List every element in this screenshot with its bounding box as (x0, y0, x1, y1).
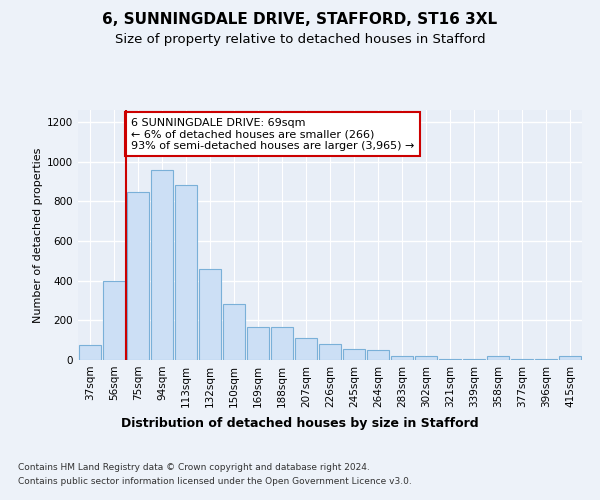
Bar (535, 359, 557, 360)
Bar (487, 356, 509, 360)
Bar (391, 356, 413, 360)
Bar (103, 280, 125, 360)
Bar (271, 328, 293, 360)
Bar (79, 345, 101, 360)
Text: Contains HM Land Registry data © Crown copyright and database right 2024.: Contains HM Land Registry data © Crown c… (18, 462, 370, 471)
Text: Contains public sector information licensed under the Open Government Licence v3: Contains public sector information licen… (18, 478, 412, 486)
Bar (319, 344, 341, 360)
Y-axis label: Number of detached properties: Number of detached properties (33, 148, 43, 322)
Bar (175, 186, 197, 360)
Bar (511, 359, 533, 360)
Bar (343, 349, 365, 360)
Bar (559, 356, 581, 360)
Bar (151, 170, 173, 360)
Text: 6, SUNNINGDALE DRIVE, STAFFORD, ST16 3XL: 6, SUNNINGDALE DRIVE, STAFFORD, ST16 3XL (103, 12, 497, 28)
Bar (367, 350, 389, 360)
Bar (463, 359, 485, 360)
Text: Size of property relative to detached houses in Stafford: Size of property relative to detached ho… (115, 32, 485, 46)
Bar (223, 304, 245, 360)
Bar (199, 268, 221, 360)
Text: 6 SUNNINGDALE DRIVE: 69sqm
← 6% of detached houses are smaller (266)
93% of semi: 6 SUNNINGDALE DRIVE: 69sqm ← 6% of detac… (131, 118, 414, 150)
Bar (295, 338, 317, 360)
Text: Distribution of detached houses by size in Stafford: Distribution of detached houses by size … (121, 418, 479, 430)
Bar (247, 328, 269, 360)
Bar (439, 359, 461, 360)
Bar (415, 356, 437, 360)
Bar (127, 192, 149, 360)
